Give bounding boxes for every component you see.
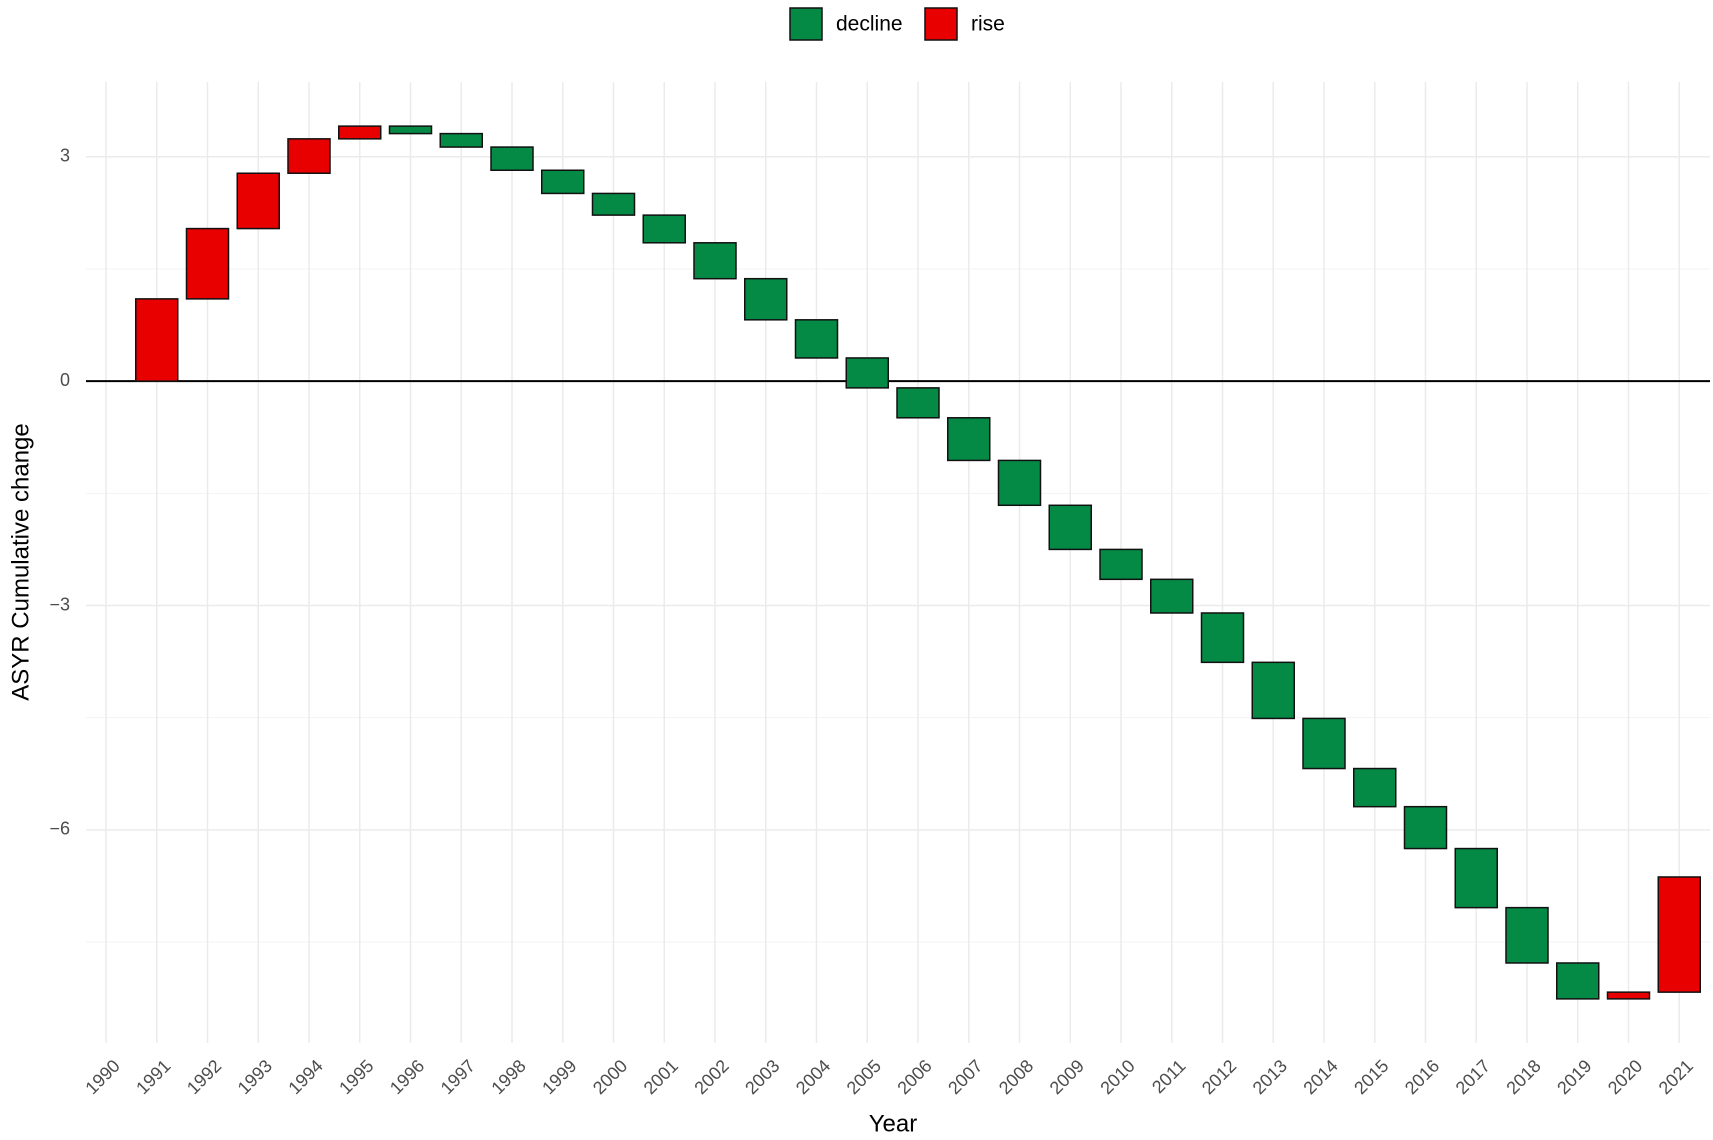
x-tick-label: 2001 bbox=[640, 1056, 682, 1098]
bar bbox=[1606, 991, 1651, 1000]
bar bbox=[1556, 962, 1600, 1000]
bar bbox=[997, 459, 1042, 507]
x-tick-label: 2021 bbox=[1655, 1056, 1697, 1098]
bar bbox=[1200, 612, 1245, 664]
bar bbox=[794, 319, 839, 359]
bar bbox=[845, 357, 889, 389]
bar bbox=[185, 227, 230, 300]
bar bbox=[1403, 805, 1448, 850]
x-tick-label: 1997 bbox=[437, 1056, 479, 1098]
bar bbox=[642, 214, 686, 244]
x-tick-label: 1994 bbox=[284, 1056, 326, 1098]
bar bbox=[1302, 717, 1346, 770]
x-tick-label: 2005 bbox=[843, 1056, 885, 1098]
x-tick-label: 1998 bbox=[487, 1056, 529, 1098]
bar bbox=[1099, 548, 1143, 581]
x-tick-label: 2006 bbox=[893, 1056, 935, 1098]
bar bbox=[1048, 504, 1092, 551]
x-tick-label: 2003 bbox=[741, 1056, 783, 1098]
bar bbox=[541, 169, 585, 195]
x-tick-label: 1996 bbox=[386, 1056, 428, 1098]
x-tick-label: 2009 bbox=[1046, 1056, 1088, 1098]
bar bbox=[947, 417, 991, 462]
bar bbox=[236, 172, 280, 230]
x-axis-title: Year bbox=[869, 1110, 918, 1137]
x-tick-label: 2019 bbox=[1553, 1056, 1595, 1098]
bar bbox=[1353, 767, 1397, 808]
x-tick-label: 1992 bbox=[183, 1056, 225, 1098]
x-tick-label: 2016 bbox=[1401, 1056, 1443, 1098]
legend-swatch bbox=[924, 7, 958, 41]
bar bbox=[591, 192, 636, 216]
legend-label: rise bbox=[971, 13, 1005, 36]
x-tick-label: 2013 bbox=[1249, 1056, 1291, 1098]
bar bbox=[1657, 876, 1701, 993]
y-tick-label: 0 bbox=[60, 370, 70, 390]
x-tick-label: 2010 bbox=[1096, 1056, 1138, 1098]
x-tick-label: 2002 bbox=[690, 1056, 732, 1098]
bar bbox=[1150, 578, 1194, 614]
bar bbox=[744, 277, 788, 321]
bar bbox=[1454, 847, 1498, 909]
x-tick-label: 2007 bbox=[944, 1056, 986, 1098]
y-axis-title: ASYR Cumulative change bbox=[7, 423, 34, 700]
x-tick-label: 2012 bbox=[1198, 1056, 1240, 1098]
x-tick-label: 2000 bbox=[589, 1056, 631, 1098]
x-tick-label: 2011 bbox=[1148, 1056, 1190, 1098]
bar bbox=[388, 125, 433, 135]
legend-label: decline bbox=[836, 13, 903, 36]
bar bbox=[1505, 906, 1549, 964]
y-tick-label: 3 bbox=[60, 146, 70, 166]
bar bbox=[439, 132, 483, 148]
bar bbox=[490, 146, 534, 171]
x-tick-label: 2015 bbox=[1350, 1056, 1392, 1098]
x-tick-label: 1995 bbox=[335, 1056, 377, 1098]
y-tick-label: −3 bbox=[49, 594, 70, 614]
x-tick-label: 2017 bbox=[1452, 1056, 1494, 1098]
x-tick-label: 2014 bbox=[1299, 1056, 1341, 1098]
bar bbox=[287, 138, 331, 174]
x-tick-label: 2020 bbox=[1604, 1056, 1646, 1098]
bar bbox=[135, 298, 179, 382]
x-tick-label: 1993 bbox=[234, 1056, 276, 1098]
bar bbox=[1251, 661, 1295, 720]
bar bbox=[693, 242, 737, 280]
y-tick-label: −6 bbox=[49, 819, 70, 839]
x-tick-label: 1990 bbox=[81, 1056, 123, 1098]
bar bbox=[338, 125, 382, 140]
x-tick-label: 2004 bbox=[792, 1056, 834, 1098]
x-tick-label: 1999 bbox=[538, 1056, 580, 1098]
x-tick-label: 2008 bbox=[995, 1056, 1037, 1098]
bar bbox=[896, 387, 940, 419]
legend-swatch bbox=[789, 7, 823, 41]
x-tick-label: 1991 bbox=[132, 1056, 174, 1098]
x-tick-label: 2018 bbox=[1502, 1056, 1544, 1098]
